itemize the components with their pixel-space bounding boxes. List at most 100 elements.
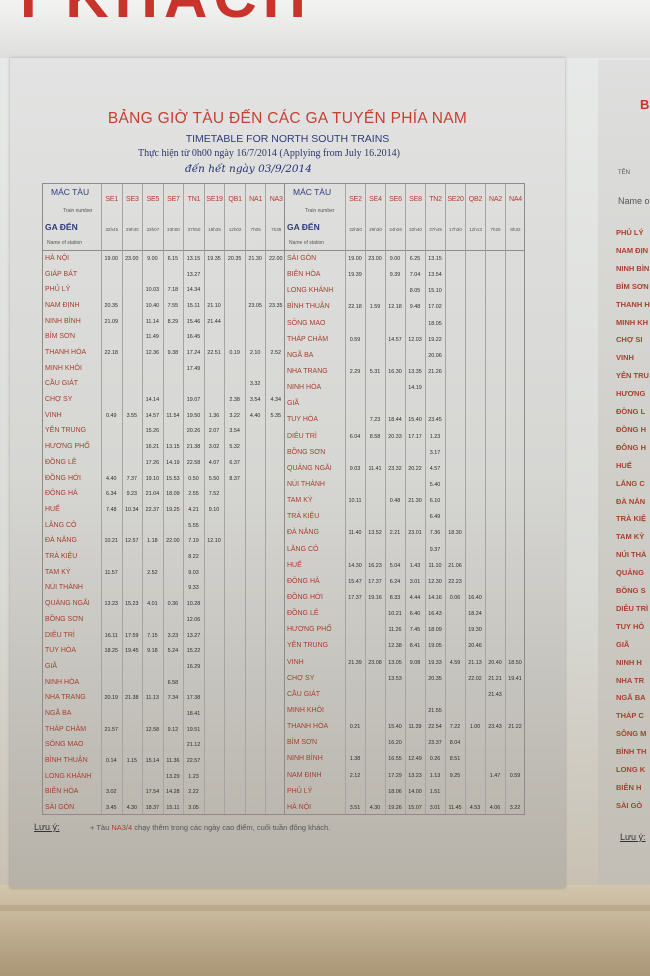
train-number: TN2 [429,196,442,203]
station-name: SÀI GÒN [287,255,317,263]
arrival-time: 2.29 [349,369,361,376]
station-name: ĐÔNG HÀ [45,490,78,498]
arrival-time: 8.37 [229,475,240,482]
station-name: ĐỒNG LÊ [287,610,319,618]
arrival-time: 21.39 [348,659,362,666]
station-name: CẦU GIÁT [45,380,79,388]
table-row: NHA TRANG 2.29 5.31 16.30 13.35 21.26 [285,364,524,380]
station-name: LONG KHÁNH [45,772,92,780]
station-name: ĐÀ NẴNG [287,529,319,537]
arrival-time: 9.48 [409,304,421,311]
arrival-time: 12.06 [186,616,201,623]
station-name: YÊN TRUNG [45,427,87,435]
arrival-time: 21.43 [488,691,502,698]
arrival-time: 19.39 [348,272,362,279]
table-row: ĐỒNG LÊ 17.26 14.19 22.58 4.07 6.37 [43,455,284,471]
header-station-label-en: Name of station [47,240,83,246]
arrival-time: 20.19 [104,695,119,702]
arrival-time: 9.03 [349,465,361,472]
arrival-time: 21.12 [186,742,201,749]
table-row: BỈM SƠN 11.49 16.45 [43,329,284,345]
table-row: MINH KHÔI 17.49 [43,361,284,377]
station-name: HUẾ [287,561,302,569]
station-name: TAM KỲ [287,497,313,505]
arrival-time: 0.48 [389,498,401,505]
arrival-time: 9.10 [208,506,220,513]
arrival-time: 18.09 [166,491,180,498]
station-name: BỈM SƠN [45,333,76,341]
arrival-time: 4.53 [469,804,481,811]
table-row: PHỦ LÝ 18.06 14.00 1.51 [285,784,524,800]
table-row: NÚI THÀNH 9.33 [43,581,284,597]
table-row: ĐỒNG HỚI 4.40 7.37 19.10 15.53 0.50 5.50 8.37 [43,471,284,487]
train-duration: 37h50 [187,227,201,232]
station-name: BỒNG SƠN [287,448,326,456]
adjacent-poster-station: THANH H [616,299,650,309]
arrival-time: 14.57 [145,412,160,419]
station-name: BÌNH THUẬN [287,303,330,311]
arrival-time: 9.12 [167,726,179,733]
table-row: NINH BÌNH 1.38 16.55 12.49 0.26 8.51 [285,751,524,767]
adjacent-poster: B TÊN Name o PHỦ LÝ NAM ĐỊN NINH BÌN BỈM SƠ… [598,60,650,885]
station-name: SÔNG MAO [45,741,84,749]
station-name: HƯƠNG PHỐ [287,626,332,634]
table-row: VINH 21.39 23.08 13.05 9.08 19.33 4.59 21.13 20.… [285,655,524,671]
table-row: THÁP CHÀM 0.59 14.57 12.03 19.22 [285,332,524,348]
arrival-time: 2.10 [249,350,261,356]
arrival-time: 21.06 [448,562,462,569]
arrival-time: 14.16 [428,595,442,602]
arrival-time: 3.32 [249,381,261,388]
arrival-time: 19.00 [348,256,362,263]
arrival-time: 9.38 [167,350,179,356]
arrival-time: 1.13 [429,772,441,779]
arrival-time: 21.38 [186,444,201,451]
arrival-time: 23.00 [125,255,139,262]
arrival-time: 14.28 [166,789,180,796]
train-column: SE7 33h00 [162,184,184,814]
arrival-time: 8.22 [188,554,199,561]
arrival-time: 17.17 [408,433,422,440]
table-row: LĂNG CÔ 5.55 [43,518,284,534]
adjacent-poster-name-fragment: Name o [618,196,650,206]
adjacent-poster-station: VINH [616,353,634,363]
station-name: TUY HÒA [45,647,76,655]
table-row: NINH BÌNH 21.09 11.14 8.29 15.46 21.44 [43,314,284,330]
train-duration: 8h32 [510,227,521,232]
arrival-time: 11.10 [428,562,442,569]
adjacent-poster-station: BIÊN H [616,782,642,792]
train-number: SE4 [369,196,382,203]
train-duration: 33h00 [167,227,180,232]
arrival-time: 4.44 [409,595,421,602]
adjacent-poster-station: ĐỒNG L [616,407,646,416]
station-name: NÚI THÀNH [287,481,325,489]
arrival-time: 21.22 [508,724,522,731]
table-row: QUẢNG NGÃI 9.03 11.41 23.32 20.22 4.57 [285,461,524,477]
station-name: TAM KỲ [45,568,71,576]
arrival-time: 9.39 [389,272,401,279]
arrival-time: 23.43 [488,724,502,731]
station-name: NINH BÌNH [45,317,81,325]
station-name: THÁP CHÀM [45,725,87,733]
arrival-time: 9.03 [188,569,199,576]
adjacent-poster-station: MINH KH [616,317,649,327]
arrival-time: 6.58 [167,679,179,686]
station-name: BỒNG SƠN [45,615,84,623]
arrival-time: 15.14 [145,758,160,765]
arrival-time: 20.40 [488,659,502,666]
arrival-time: 15.40 [388,724,402,731]
arrival-time: 15.11 [186,302,201,309]
arrival-time: 23.01 [408,530,422,537]
note-body: chạy thêm trong các ngày cao điểm, cuối … [132,823,331,832]
train-column: TN1 37h50 [183,184,204,814]
arrival-time: 15.53 [166,475,180,482]
header-train-label: MÁC TÀU [51,187,90,197]
arrival-time: 13.53 [388,675,402,682]
arrival-time: 20.35 [227,255,242,262]
train-duration: 32h45 [105,227,119,232]
train-number: SE6 [389,196,402,203]
arrival-time: 12.38 [388,643,402,650]
station-name: CHỢ SY [287,674,315,682]
arrival-time: 6.40 [409,611,421,618]
train-column: SE5 33h07 [142,184,163,814]
train-duration: 7h35 [271,227,282,232]
